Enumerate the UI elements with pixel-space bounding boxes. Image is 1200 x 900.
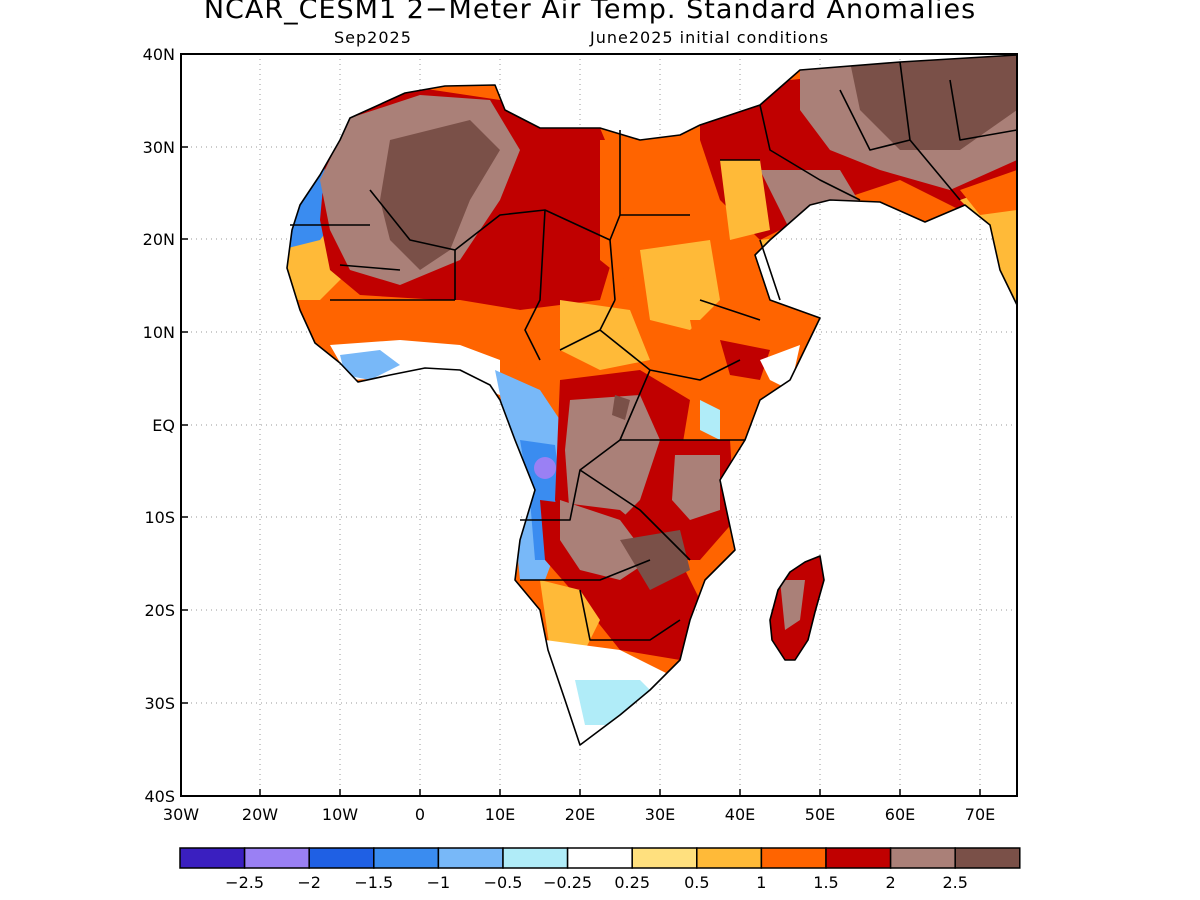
lat-label-40s: 40S: [144, 787, 175, 806]
chart-title: NCAR_CESM1 2−Meter Air Temp. Standard An…: [203, 0, 977, 25]
colorbar-label-6: 0.25: [614, 873, 650, 892]
lat-label-20s: 20S: [144, 601, 175, 620]
colorbar-cells: [179, 847, 1021, 869]
lon-label-0: 0: [415, 805, 425, 824]
colorbar-cell-2: [308, 847, 375, 869]
coastlines-and-borders: [286, 54, 1017, 746]
lat-label-40n: 40N: [143, 45, 175, 64]
colorbar-cell-3: [373, 847, 440, 869]
colorbar-label-0: −2.5: [225, 873, 264, 892]
colorbar-label-11: 2.5: [942, 873, 967, 892]
colorbar-label-8: 1: [756, 873, 766, 892]
colorbar-cell-4: [437, 847, 504, 869]
lon-label-40e: 40E: [725, 805, 755, 824]
colorbar-cell-8: [696, 847, 763, 869]
lon-label-70e: 70E: [965, 805, 995, 824]
colorbar-cell-0: [179, 847, 246, 869]
colorbar-cell-10: [825, 847, 892, 869]
colorbar-cell-9: [760, 847, 827, 869]
lon-label-20w: 20W: [242, 805, 278, 824]
colorbar-labels: −2.5 −2 −1.5 −1 −0.5 −0.25 0.25 0.5 1 1.5 2 2.5: [225, 873, 968, 892]
lon-label-60e: 60E: [885, 805, 915, 824]
colorbar-cell-11: [889, 847, 956, 869]
lon-label-10e: 10E: [485, 805, 515, 824]
colorbar-label-4: −0.5: [484, 873, 523, 892]
lat-label-30n: 30N: [143, 138, 175, 157]
lon-label-20e: 20E: [565, 805, 595, 824]
colorbar-label-5: −0.25: [543, 873, 592, 892]
lat-label-eq: EQ: [152, 416, 175, 435]
colorbar-label-10: 2: [886, 873, 896, 892]
colorbar-cell-7: [631, 847, 698, 869]
lon-label-30e: 30E: [645, 805, 675, 824]
initial-conditions-label: June2025 initial conditions: [590, 28, 830, 47]
latitude-labels: 40N 30N 20N 10N EQ 10S 20S 30S 40S: [143, 45, 175, 806]
colorbar-cell-5: [502, 847, 569, 869]
colorbar-label-9: 1.5: [813, 873, 838, 892]
lon-label-10w: 10W: [322, 805, 358, 824]
lat-label-30s: 30S: [144, 694, 175, 713]
longitude-labels: 30W 20W 10W 0 10E 20E 30E 40E 50E 60E 70…: [163, 805, 995, 824]
colorbar-cell-6: [566, 847, 633, 869]
colorbar-cell-12: [954, 847, 1021, 869]
valid-month-label: Sep2025: [334, 28, 412, 47]
colorbar-label-2: −1.5: [354, 873, 393, 892]
lon-label-30w: 30W: [163, 805, 199, 824]
lat-label-10s: 10S: [144, 508, 175, 527]
lat-label-20n: 20N: [143, 230, 175, 249]
axis-ticks: [181, 53, 981, 797]
lon-label-50e: 50E: [805, 805, 835, 824]
lat-label-10n: 10N: [143, 323, 175, 342]
colorbar: −2.5 −2 −1.5 −1 −0.5 −0.25 0.25 0.5 1 1.5 2 2.5: [179, 847, 1021, 892]
colorbar-label-3: −1: [427, 873, 451, 892]
colorbar-label-1: −2: [297, 873, 321, 892]
colorbar-cell-1: [243, 847, 310, 869]
colorbar-label-7: 0.5: [684, 873, 709, 892]
